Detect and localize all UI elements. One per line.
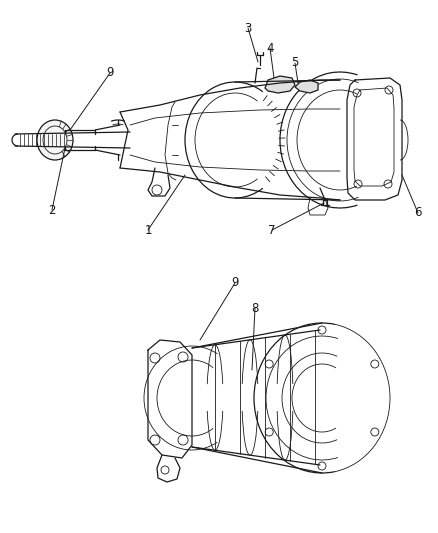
Text: 9: 9 xyxy=(106,67,114,79)
Text: 8: 8 xyxy=(251,302,259,314)
Text: 9: 9 xyxy=(231,277,239,289)
Text: 4: 4 xyxy=(266,42,274,54)
Text: 2: 2 xyxy=(48,204,56,216)
Text: 3: 3 xyxy=(244,21,252,35)
Polygon shape xyxy=(295,80,318,93)
Ellipse shape xyxy=(37,120,73,160)
Text: 1: 1 xyxy=(144,223,152,237)
Polygon shape xyxy=(265,76,295,93)
Text: 6: 6 xyxy=(414,206,422,220)
Text: 5: 5 xyxy=(291,56,299,69)
Text: 7: 7 xyxy=(268,223,276,237)
